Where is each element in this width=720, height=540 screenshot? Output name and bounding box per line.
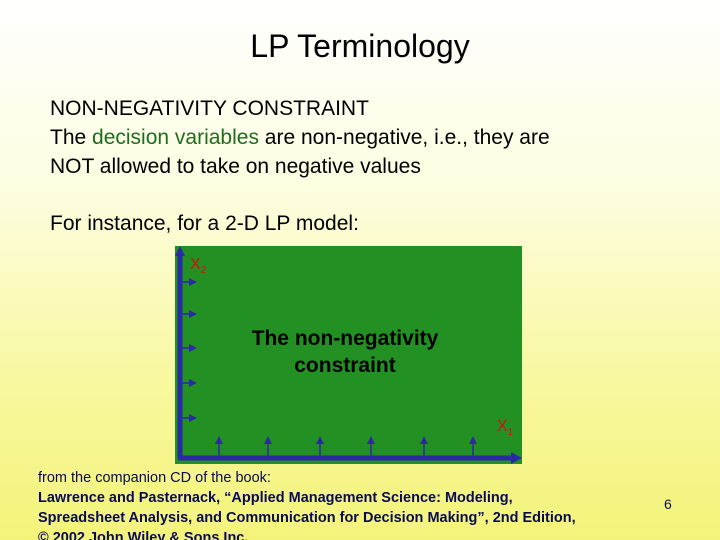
definition-line-1-post: are non-negative, i.e., they are	[258, 126, 550, 149]
x2-var: X	[190, 256, 201, 273]
decision-variables-term: decision variables	[92, 126, 259, 149]
x1-var: X	[497, 418, 508, 435]
source-citation: from the companion CD of the book: Lawre…	[38, 468, 658, 540]
page-number: 6	[664, 496, 672, 512]
y-axis-constraint-arrows	[181, 278, 197, 422]
x-axis-arrowhead	[511, 452, 522, 464]
x-axis-constraint-arrows	[215, 436, 477, 456]
definition-line-2: NOT allowed to take on negative values	[50, 155, 421, 178]
constraint-heading: NON-NEGATIVITY CONSTRAINT	[50, 97, 369, 120]
x2-axis-label: X2	[190, 256, 206, 276]
definition-line-1-pre: The	[50, 126, 93, 149]
feasible-region-diagram: X2 X1 The non-negativity constraint	[175, 246, 522, 464]
slide-title: LP Terminology	[250, 28, 470, 64]
x1-subscript: 1	[507, 427, 514, 439]
x2-subscript: 2	[200, 265, 207, 277]
definition-line-1: The decision variables are non-negative,…	[50, 123, 690, 152]
region-label: The non-negativity constraint	[215, 325, 475, 379]
region-label-line-1: The non-negativity	[251, 327, 439, 350]
source-line-1: from the companion CD of the book:	[38, 470, 271, 486]
definition-block: NON-NEGATIVITY CONSTRAINT The decision v…	[50, 94, 690, 181]
source-line-4: © 2002 John Wiley & Sons Inc.	[38, 530, 249, 540]
example-text: For instance, for a 2-D LP model:	[50, 212, 359, 235]
source-line-2: Lawrence and Pasternack, “Applied Manage…	[38, 490, 513, 506]
x1-axis-label: X1	[497, 418, 513, 438]
source-line-3: Spreadsheet Analysis, and Communication …	[38, 510, 576, 526]
axes-svg	[175, 246, 522, 464]
region-label-line-2: constraint	[294, 354, 396, 377]
y-axis-arrowhead	[175, 246, 185, 256]
